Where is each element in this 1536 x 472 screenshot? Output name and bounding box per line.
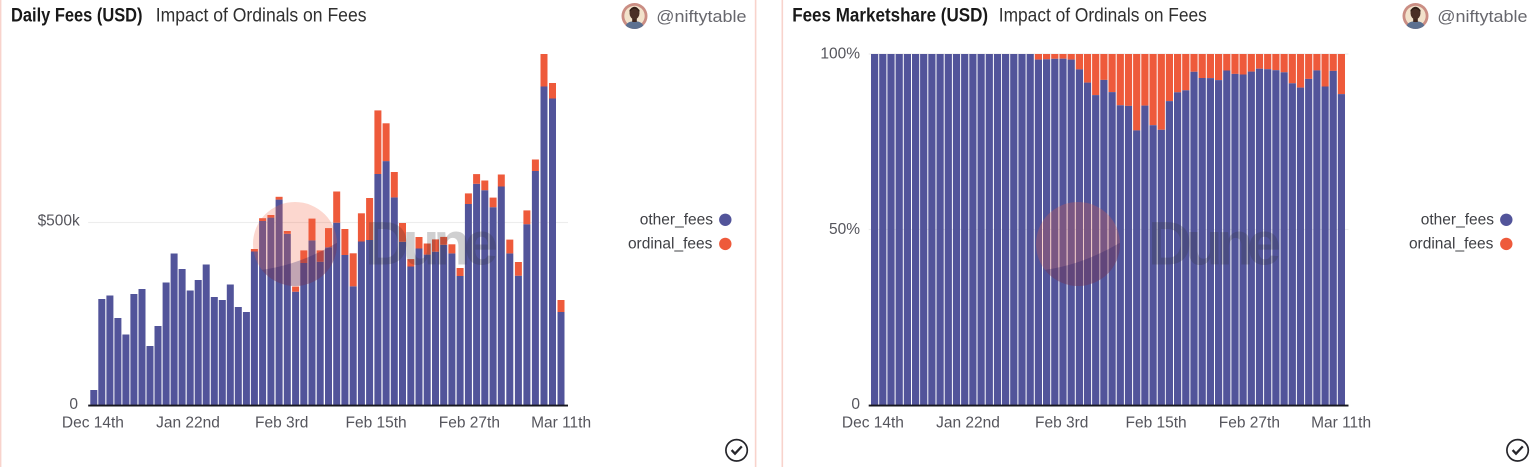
svg-text:Feb 27th: Feb 27th xyxy=(1219,415,1280,432)
svg-text:$500k: $500k xyxy=(38,213,80,230)
svg-text:Jan 22nd: Jan 22nd xyxy=(936,415,1000,432)
svg-text:Feb 15th: Feb 15th xyxy=(1126,415,1187,432)
svg-text:50%: 50% xyxy=(829,221,860,238)
svg-text:Fees Marketshare (USD): Fees Marketshare (USD) xyxy=(792,6,988,27)
svg-text:Feb 27th: Feb 27th xyxy=(439,415,500,432)
svg-text:Dec 14th: Dec 14th xyxy=(62,415,124,432)
svg-text:0: 0 xyxy=(69,396,78,413)
svg-text:Feb 15th: Feb 15th xyxy=(346,415,407,432)
svg-text:Feb 3rd: Feb 3rd xyxy=(255,415,308,432)
svg-text:Dune: Dune xyxy=(365,210,498,278)
svg-text:Impact of Ordinals on Fees: Impact of Ordinals on Fees xyxy=(999,6,1207,27)
svg-text:other_fees: other_fees xyxy=(640,212,713,229)
svg-text:Mar 11th: Mar 11th xyxy=(1311,415,1371,432)
svg-text:ordinal_fees: ordinal_fees xyxy=(628,236,713,253)
svg-text:@niftytable: @niftytable xyxy=(656,8,746,26)
svg-text:ordinal_fees: ordinal_fees xyxy=(1409,236,1494,253)
svg-text:100%: 100% xyxy=(820,45,860,62)
svg-text:Jan 22nd: Jan 22nd xyxy=(156,415,220,432)
svg-text:other_fees: other_fees xyxy=(1421,212,1494,229)
svg-text:Daily Fees (USD): Daily Fees (USD) xyxy=(11,6,143,27)
svg-text:Impact of Ordinals on Fees: Impact of Ordinals on Fees xyxy=(156,6,367,27)
svg-text:Dune: Dune xyxy=(1148,210,1281,278)
svg-text:Dec 14th: Dec 14th xyxy=(842,415,904,432)
svg-text:@niftytable: @niftytable xyxy=(1437,8,1527,26)
svg-text:Feb 3rd: Feb 3rd xyxy=(1035,415,1088,432)
svg-text:0: 0 xyxy=(851,396,860,413)
svg-text:Mar 11th: Mar 11th xyxy=(531,415,591,432)
